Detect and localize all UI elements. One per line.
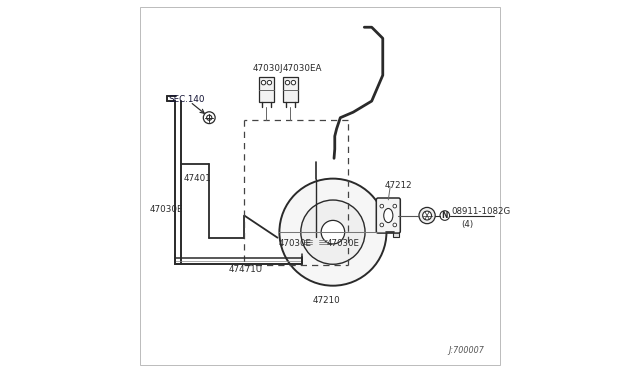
Text: SEC.140: SEC.140 xyxy=(168,95,205,104)
Circle shape xyxy=(380,204,383,208)
Text: J:700007: J:700007 xyxy=(449,346,484,355)
Circle shape xyxy=(393,223,397,227)
Circle shape xyxy=(207,115,212,120)
Text: N: N xyxy=(442,211,448,220)
Ellipse shape xyxy=(384,208,393,222)
FancyBboxPatch shape xyxy=(376,198,400,233)
Text: 47030E: 47030E xyxy=(149,205,183,215)
Text: 47030E: 47030E xyxy=(326,239,360,248)
Circle shape xyxy=(280,179,387,286)
Circle shape xyxy=(285,80,290,85)
Bar xyxy=(393,228,399,237)
Circle shape xyxy=(393,204,397,208)
Text: 47030J: 47030J xyxy=(252,64,283,73)
Circle shape xyxy=(380,223,383,227)
Bar xyxy=(319,237,327,248)
Text: 47401: 47401 xyxy=(184,174,211,183)
Circle shape xyxy=(204,112,215,124)
Bar xyxy=(304,237,312,248)
Text: 08911-1082G: 08911-1082G xyxy=(451,206,511,216)
Circle shape xyxy=(321,220,345,244)
Text: 47030E: 47030E xyxy=(278,239,312,248)
Bar xyxy=(383,214,391,225)
Circle shape xyxy=(440,211,449,220)
Text: 47030EA: 47030EA xyxy=(283,64,323,73)
Circle shape xyxy=(291,80,296,85)
Bar xyxy=(259,77,274,102)
Circle shape xyxy=(261,80,266,85)
Circle shape xyxy=(301,200,365,264)
Text: 47212: 47212 xyxy=(385,180,412,190)
Bar xyxy=(283,77,298,102)
Circle shape xyxy=(422,211,431,220)
Text: 47471U: 47471U xyxy=(229,264,263,273)
Circle shape xyxy=(419,208,435,224)
Text: (4): (4) xyxy=(461,220,474,229)
Circle shape xyxy=(268,80,271,85)
Text: 47210: 47210 xyxy=(312,296,340,305)
